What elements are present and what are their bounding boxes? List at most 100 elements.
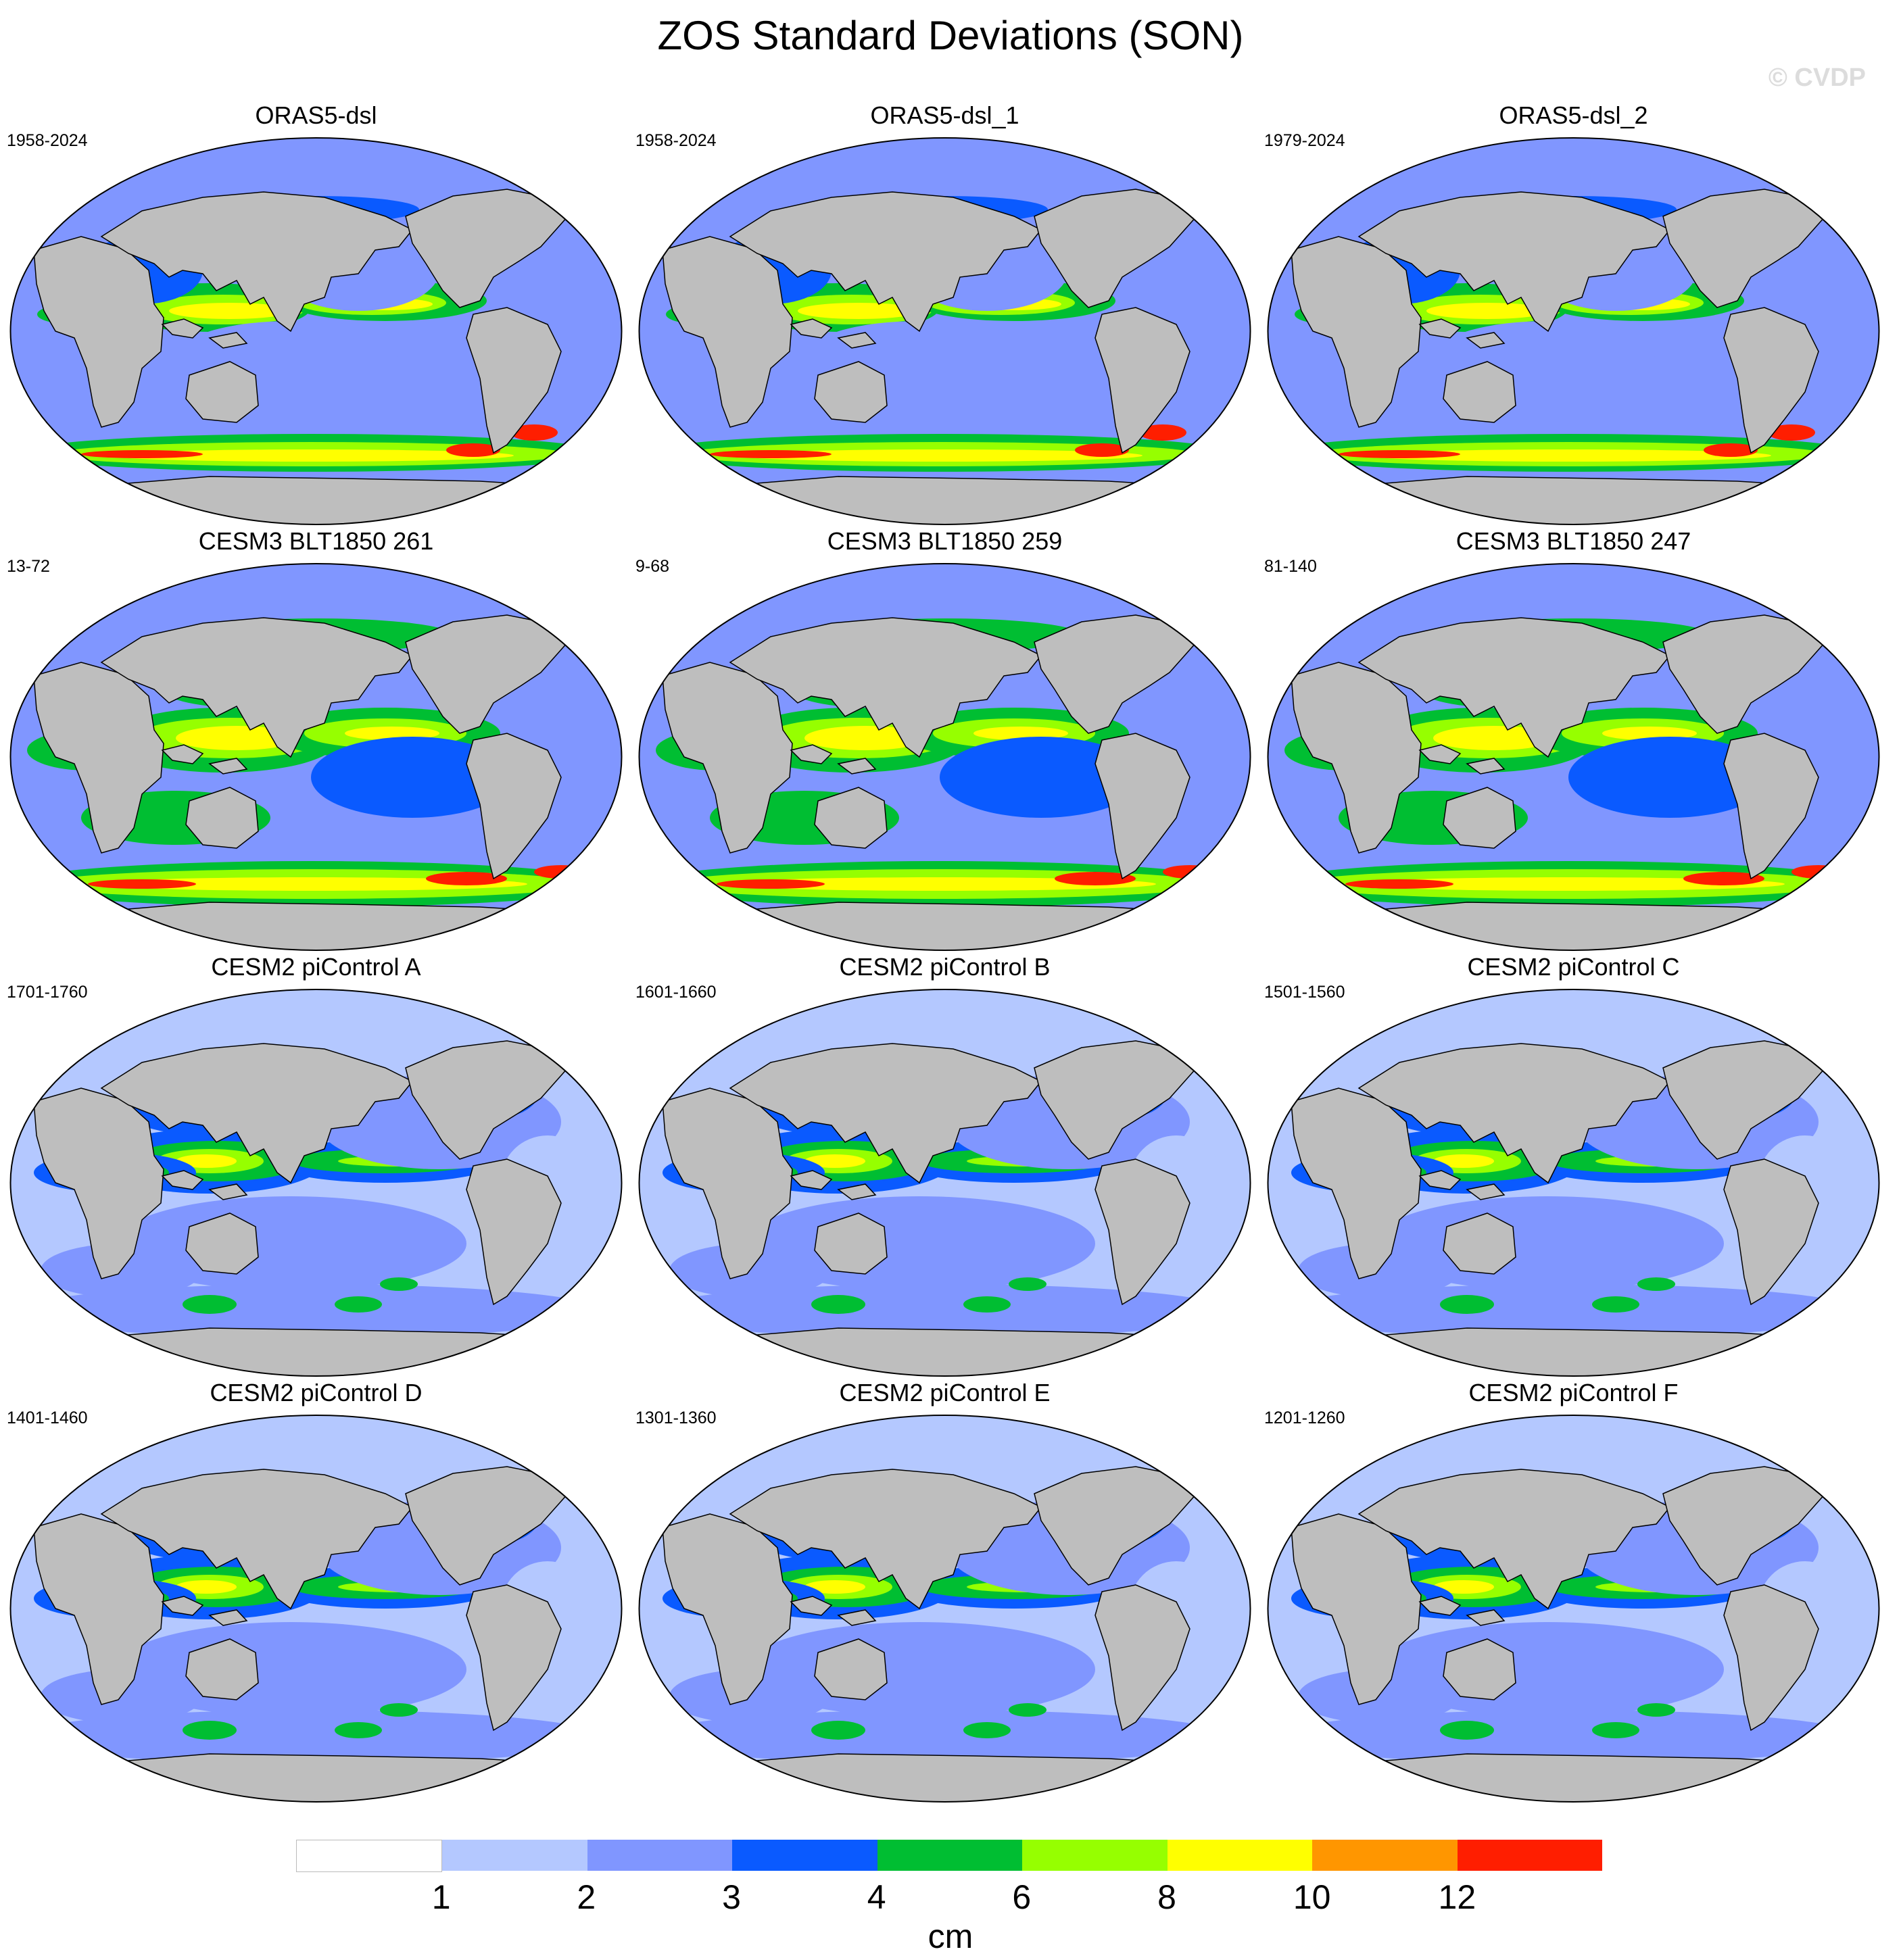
colorbar-tick-label: 2 (577, 1878, 596, 1916)
variability-region (335, 1722, 382, 1738)
watermark: © CVDP (1768, 64, 1866, 92)
variability-region (41, 1244, 203, 1298)
panel-title: ORAS5-dsl_1 (870, 101, 1019, 129)
panel-years: 1958-2024 (7, 131, 88, 150)
map-panel: CESM2 piControl B 1601-1660 (635, 953, 1254, 1379)
variability-region (426, 872, 507, 885)
land-mass (466, 307, 562, 454)
colorbar-swatch (732, 1840, 877, 1871)
panel-title: ORAS5-dsl_2 (1499, 101, 1648, 129)
map-panel: CESM3 BLT1850 261 13-72 (7, 527, 625, 953)
land-mass (161, 1170, 204, 1190)
variability-region (510, 424, 558, 441)
panel-title: CESM2 piControl D (210, 1379, 423, 1406)
map-projection (1267, 563, 1880, 951)
map-border (1267, 137, 1880, 525)
variability-region (1602, 727, 1697, 740)
land-mass (654, 1476, 698, 1501)
land-mass (86, 902, 570, 950)
colorbar-tick-label: 1 (431, 1878, 451, 1916)
land-mass (33, 236, 164, 428)
land-mass (662, 1087, 793, 1279)
land-mass (33, 1087, 164, 1279)
variability-region (963, 1296, 1011, 1313)
land-mass (1418, 1596, 1462, 1616)
variability-region (1298, 1244, 1460, 1298)
land-mass (208, 332, 248, 349)
land-mass (1094, 307, 1190, 454)
variability-region (940, 737, 1142, 818)
map-panel: CESM2 piControl C 1501-1560 (1264, 953, 1883, 1379)
land-mass (185, 1212, 259, 1275)
variability-region (1009, 1703, 1046, 1717)
land-mass (208, 1609, 248, 1626)
land-mass (790, 1170, 833, 1190)
variability-region (804, 1154, 865, 1168)
land-mass (208, 1183, 248, 1200)
land-mass (86, 476, 570, 524)
land-mass (405, 189, 569, 308)
variability-region (717, 879, 825, 889)
map-border (638, 1415, 1251, 1803)
variability-region (1352, 877, 1785, 891)
variability-region (446, 443, 500, 457)
land-mass (185, 787, 259, 849)
land-mass (729, 1469, 1042, 1610)
land-mass (1466, 758, 1506, 775)
panel-years: 1501-1560 (1264, 983, 1345, 1002)
variability-region (88, 879, 196, 889)
variability-region (20, 1284, 602, 1338)
map-projection (638, 563, 1251, 951)
colorbar-swatch (442, 1840, 587, 1871)
colorbar-tick-label: 8 (1157, 1878, 1176, 1916)
land-mass (161, 1596, 204, 1616)
land-mass (1662, 614, 1827, 734)
land-mass (715, 1753, 1199, 1802)
colorbar-tick-label: 6 (1012, 1878, 1032, 1916)
variability-region (1433, 1154, 1494, 1168)
variability-region (811, 1721, 865, 1740)
map-projection (638, 989, 1251, 1377)
variability-region (1568, 737, 1771, 818)
variability-region (1139, 424, 1186, 441)
land-mass (100, 1469, 414, 1610)
map-projection (9, 1415, 623, 1803)
map-border (1267, 989, 1880, 1377)
map-projection (1267, 1415, 1880, 1803)
land-mass (1466, 332, 1506, 349)
variability-region (723, 877, 1156, 891)
land-mass (654, 199, 698, 224)
land-mass (1034, 1466, 1198, 1586)
land-mass (1034, 1040, 1198, 1160)
variability-region (183, 1295, 237, 1314)
panel-years: 1401-1460 (7, 1408, 88, 1427)
variability-region (311, 737, 514, 818)
land-mass (100, 617, 414, 758)
land-mass (729, 1043, 1042, 1184)
variability-region (669, 1669, 832, 1723)
map-border (9, 563, 623, 951)
variability-region (345, 727, 439, 740)
land-mass (1723, 733, 1819, 880)
variability-region (1278, 1284, 1859, 1338)
land-mass (208, 758, 248, 775)
variability-region (81, 450, 203, 458)
land-mass (86, 1327, 570, 1376)
map-border (9, 1415, 623, 1803)
variability-region (798, 303, 919, 319)
map-panel: CESM2 piControl F 1201-1260 (1264, 1379, 1883, 1805)
land-mass (100, 191, 414, 333)
variability-region (649, 1284, 1230, 1338)
land-mass (1418, 318, 1462, 339)
land-mass (1343, 1327, 1827, 1376)
land-mass (26, 1050, 69, 1075)
land-mass (1723, 1158, 1819, 1306)
panel-years: 1979-2024 (1264, 131, 1345, 150)
map-border (638, 563, 1251, 951)
panel-title: CESM2 piControl F (1468, 1379, 1679, 1406)
panel-years: 1201-1260 (1264, 1408, 1345, 1427)
map-border (1267, 563, 1880, 951)
variability-region (169, 303, 291, 319)
panel-title: CESM2 piControl B (839, 953, 1051, 981)
colorbar-tick-label: 4 (867, 1878, 886, 1916)
